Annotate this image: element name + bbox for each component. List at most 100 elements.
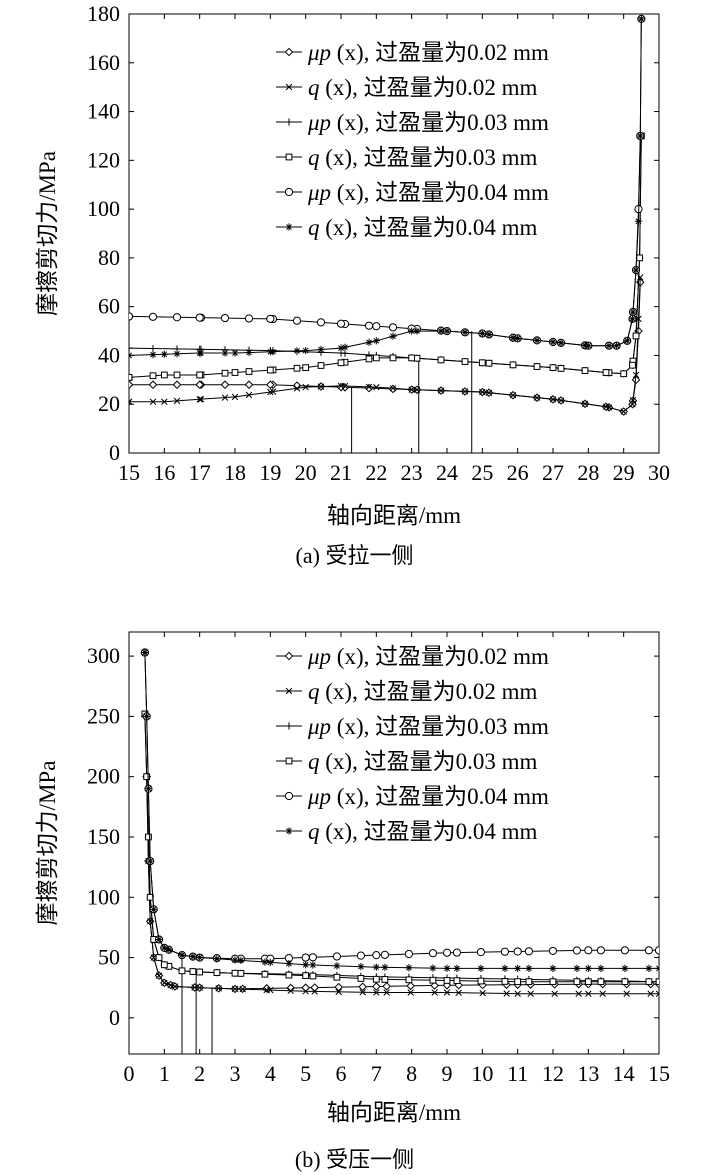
data-marker-star: [372, 963, 380, 971]
chart-caption: (a) 受拉一侧: [0, 538, 709, 570]
data-marker-star: [266, 348, 274, 356]
data-marker-x: [509, 391, 517, 399]
legend-marker-diamond: [284, 651, 294, 661]
data-marker-square: [636, 254, 643, 262]
data-marker-square: [149, 372, 157, 380]
data-marker-square: [453, 977, 461, 985]
data-marker-circle: [500, 947, 509, 956]
legend-marker-square: [285, 153, 293, 161]
data-marker-star: [165, 946, 173, 954]
data-marker-star: [453, 964, 461, 972]
x-tick-label: 0: [124, 1061, 135, 1086]
data-marker-star: [266, 958, 274, 966]
data-marker-x: [407, 989, 414, 996]
legend-entry: q (x), 过盈量为0.02 mm: [308, 75, 537, 100]
data-marker-x: [155, 972, 163, 979]
data-marker-x: [373, 383, 380, 391]
legend-entry: q (x), 过盈量为0.03 mm: [308, 749, 537, 774]
legend: μp (x), 过盈量为0.02 mmq (x), 过盈量为0.02 mmμp …: [276, 40, 549, 240]
data-marker-star: [237, 956, 245, 964]
x-tick-label: 16: [153, 460, 175, 485]
data-marker-diamond: [358, 982, 367, 992]
legend-symbol: μp: [307, 714, 331, 739]
data-marker-x: [311, 988, 318, 995]
data-marker-star: [443, 327, 451, 335]
x-tick-label: 9: [442, 1061, 453, 1086]
data-marker-circle: [292, 316, 302, 325]
data-marker-diamond: [372, 982, 381, 991]
data-marker-x: [196, 984, 203, 991]
data-marker-circle: [244, 314, 254, 323]
data-marker-x: [585, 990, 592, 997]
data-marker-star: [173, 350, 181, 358]
data-marker-star: [245, 348, 253, 357]
data-marker-star: [584, 964, 592, 972]
legend-symbol: q: [308, 75, 320, 100]
data-marker-star: [160, 350, 168, 358]
y-tick-label: 160: [87, 50, 120, 75]
data-marker-square: [129, 374, 133, 381]
data-marker-x: [317, 383, 325, 390]
data-marker-star: [628, 315, 637, 323]
data-marker-circle: [336, 319, 346, 328]
data-marker-x: [549, 396, 557, 403]
data-marker-x: [191, 984, 198, 991]
data-marker-circle: [548, 946, 558, 956]
data-marker-x: [461, 388, 469, 395]
data-marker-diamond: [266, 380, 275, 390]
data-marker-x: [431, 989, 438, 996]
data-marker-star: [637, 15, 645, 23]
data-marker-circle: [148, 312, 158, 321]
legend-marker-star: [285, 827, 293, 835]
x-tick-label: 14: [613, 1061, 635, 1086]
data-marker-circle: [316, 318, 326, 327]
legend-label: (x), 过盈量为0.02 mm: [331, 40, 549, 65]
data-marker-plus: [129, 344, 133, 352]
y-tick-label: 0: [109, 1005, 120, 1030]
data-marker-x: [302, 988, 309, 995]
data-marker-star: [478, 329, 486, 338]
data-marker-x: [129, 398, 133, 406]
legend-label: (x), 过盈量为0.03 mm: [320, 749, 538, 774]
data-marker-star: [302, 346, 310, 355]
data-marker-star: [189, 953, 197, 961]
data-marker-square: [629, 361, 636, 369]
x-tick-label: 28: [577, 460, 599, 485]
data-marker-square: [178, 967, 186, 975]
x-tick-label: 29: [613, 460, 635, 485]
data-marker-star: [149, 351, 157, 359]
data-marker-x: [443, 989, 451, 996]
data-marker-star: [514, 334, 522, 342]
data-marker-square: [549, 978, 557, 986]
y-tick-label: 100: [87, 196, 120, 221]
legend-label: (x), 过盈量为0.03 mm: [331, 714, 549, 739]
data-marker-square: [597, 978, 605, 986]
legend-symbol: q: [308, 819, 320, 844]
data-marker-x: [196, 396, 203, 403]
data-marker-x: [479, 989, 486, 997]
data-marker-x: [437, 387, 445, 394]
y-tick-label: 120: [87, 147, 120, 172]
data-marker-circle: [513, 947, 522, 956]
legend-label: (x), 过盈量为0.04 mm: [320, 215, 538, 240]
data-marker-star: [509, 334, 517, 342]
chart-panel-tension: 15 16 17 18 19 20 21 22 23 24 25 26 27 28 29 30 0 20 40 60 8…: [0, 1, 709, 570]
x-axis-label: 轴向距离/mm: [327, 1100, 461, 1125]
data-marker-star: [634, 217, 643, 225]
data-marker-square: [143, 773, 151, 781]
data-marker-star: [597, 964, 605, 972]
legend-marker-diamond: [284, 47, 294, 57]
plot-frame: [128, 631, 660, 1055]
y-tick-label: 20: [98, 391, 120, 416]
data-marker-x: [167, 981, 174, 989]
legend-entry: q (x), 过盈量为0.04 mm: [308, 215, 537, 240]
legend-label: (x), 过盈量为0.02 mm: [320, 679, 538, 704]
y-tick-label: 40: [98, 342, 120, 367]
data-marker-star: [525, 964, 533, 972]
legend-label: (x), 过盈量为0.04 mm: [331, 180, 549, 205]
data-marker-diamond: [406, 981, 415, 991]
data-marker-square: [357, 975, 365, 982]
data-marker-square: [372, 975, 380, 983]
data-marker-square: [461, 358, 469, 365]
legend-marker-x: [285, 83, 293, 91]
